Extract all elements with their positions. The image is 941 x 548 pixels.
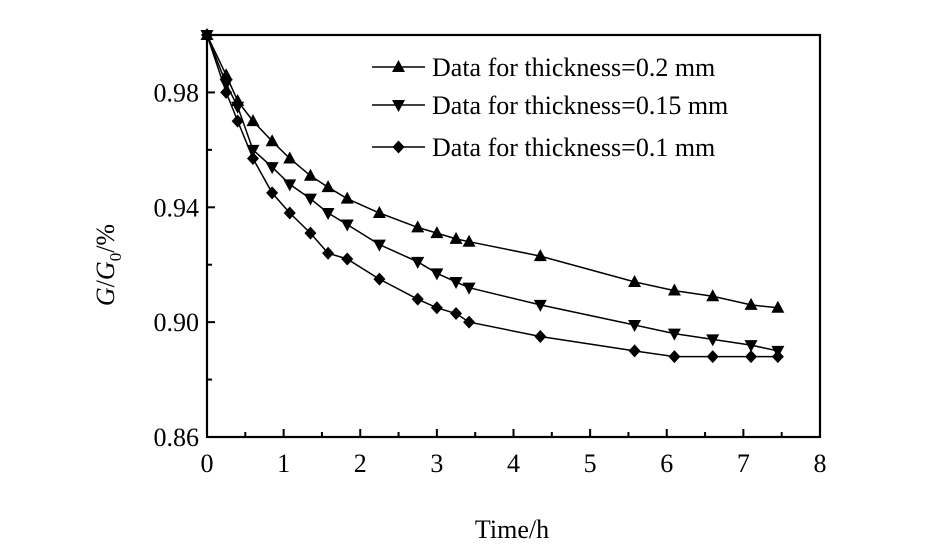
series-line <box>206 34 778 358</box>
data-point <box>265 162 279 175</box>
x-tick-label: 2 <box>354 449 367 478</box>
data-point <box>266 186 279 200</box>
legend-marker <box>392 60 405 72</box>
series-line <box>206 34 779 352</box>
legend-marker <box>392 100 405 112</box>
data-point <box>304 226 317 240</box>
data-point <box>303 193 317 206</box>
data-point <box>322 246 335 260</box>
x-tick-label: 7 <box>737 449 750 478</box>
data-point <box>449 231 463 244</box>
data-point <box>628 274 642 287</box>
legend-item: Data for thickness=0.15 mm <box>372 91 728 120</box>
x-tick-label: 8 <box>814 449 827 478</box>
data-point <box>667 283 681 296</box>
legend-item: Data for thickness=0.1 mm <box>372 133 715 162</box>
data-point <box>463 315 476 329</box>
data-point <box>340 191 354 204</box>
data-point <box>411 256 425 269</box>
data-point <box>744 297 758 310</box>
data-point <box>265 134 279 147</box>
data-point <box>372 239 386 252</box>
data-point <box>411 220 425 233</box>
y-tick-label: 0.94 <box>154 193 200 222</box>
data-point <box>462 234 476 247</box>
data-point <box>246 144 260 157</box>
y-tick-label: 0.86 <box>154 423 200 452</box>
data-point <box>220 85 233 99</box>
y-tick-label: 0.90 <box>154 308 200 337</box>
data-point <box>231 114 244 128</box>
data-point <box>246 114 260 127</box>
data-point <box>628 344 641 358</box>
data-point <box>303 168 317 181</box>
legend-marker <box>392 140 405 154</box>
data-point <box>667 328 681 341</box>
data-point <box>706 350 719 364</box>
data-point <box>450 307 463 321</box>
y-axis-ticks: 0.86 0.90 0.94 0.98 <box>154 34 215 452</box>
data-point <box>706 334 720 347</box>
x-tick-label: 5 <box>584 449 597 478</box>
data-point <box>430 268 444 281</box>
x-tick-label: 4 <box>507 449 520 478</box>
legend-item: Data for thickness=0.2 mm <box>372 53 715 82</box>
data-point <box>430 301 443 315</box>
data-point <box>283 179 297 192</box>
data-point <box>430 226 444 239</box>
data-point <box>533 249 547 262</box>
x-tick-label: 1 <box>277 449 290 478</box>
data-point <box>628 320 642 333</box>
data-point <box>668 350 681 364</box>
x-tick-label: 3 <box>430 449 443 478</box>
x-axis-ticks: 0 1 2 3 4 5 6 7 8 <box>201 429 827 478</box>
data-point <box>372 206 386 219</box>
data-point <box>321 180 335 193</box>
data-point <box>341 252 354 266</box>
data-point <box>340 219 354 232</box>
data-point <box>373 272 386 286</box>
data-point <box>321 208 335 221</box>
data-point <box>411 292 424 306</box>
data-point <box>771 350 784 364</box>
series-3 <box>201 28 784 364</box>
data-point <box>283 206 296 220</box>
x-axis-title: Time/h <box>475 515 549 544</box>
data-point <box>533 299 547 312</box>
legend: Data for thickness=0.2 mm Data for thickn… <box>372 53 728 162</box>
data-point <box>744 340 758 353</box>
data-point <box>462 282 476 295</box>
data-point <box>283 151 297 164</box>
data-point <box>745 350 758 364</box>
data-point <box>201 28 213 42</box>
legend-label: Data for thickness=0.1 mm <box>432 133 715 162</box>
y-tick-label: 0.98 <box>154 78 200 107</box>
legend-label: Data for thickness=0.15 mm <box>432 91 728 120</box>
x-tick-label: 6 <box>660 449 673 478</box>
legend-label: Data for thickness=0.2 mm <box>432 53 715 82</box>
data-point <box>231 101 245 114</box>
series-layer <box>200 28 785 364</box>
data-point <box>706 289 720 302</box>
data-point <box>534 330 547 343</box>
x-tick-label: 0 <box>201 449 214 478</box>
data-point <box>449 276 463 289</box>
data-point <box>246 151 259 165</box>
data-point <box>771 300 785 313</box>
y-axis-title: G/G0/% <box>91 224 125 306</box>
